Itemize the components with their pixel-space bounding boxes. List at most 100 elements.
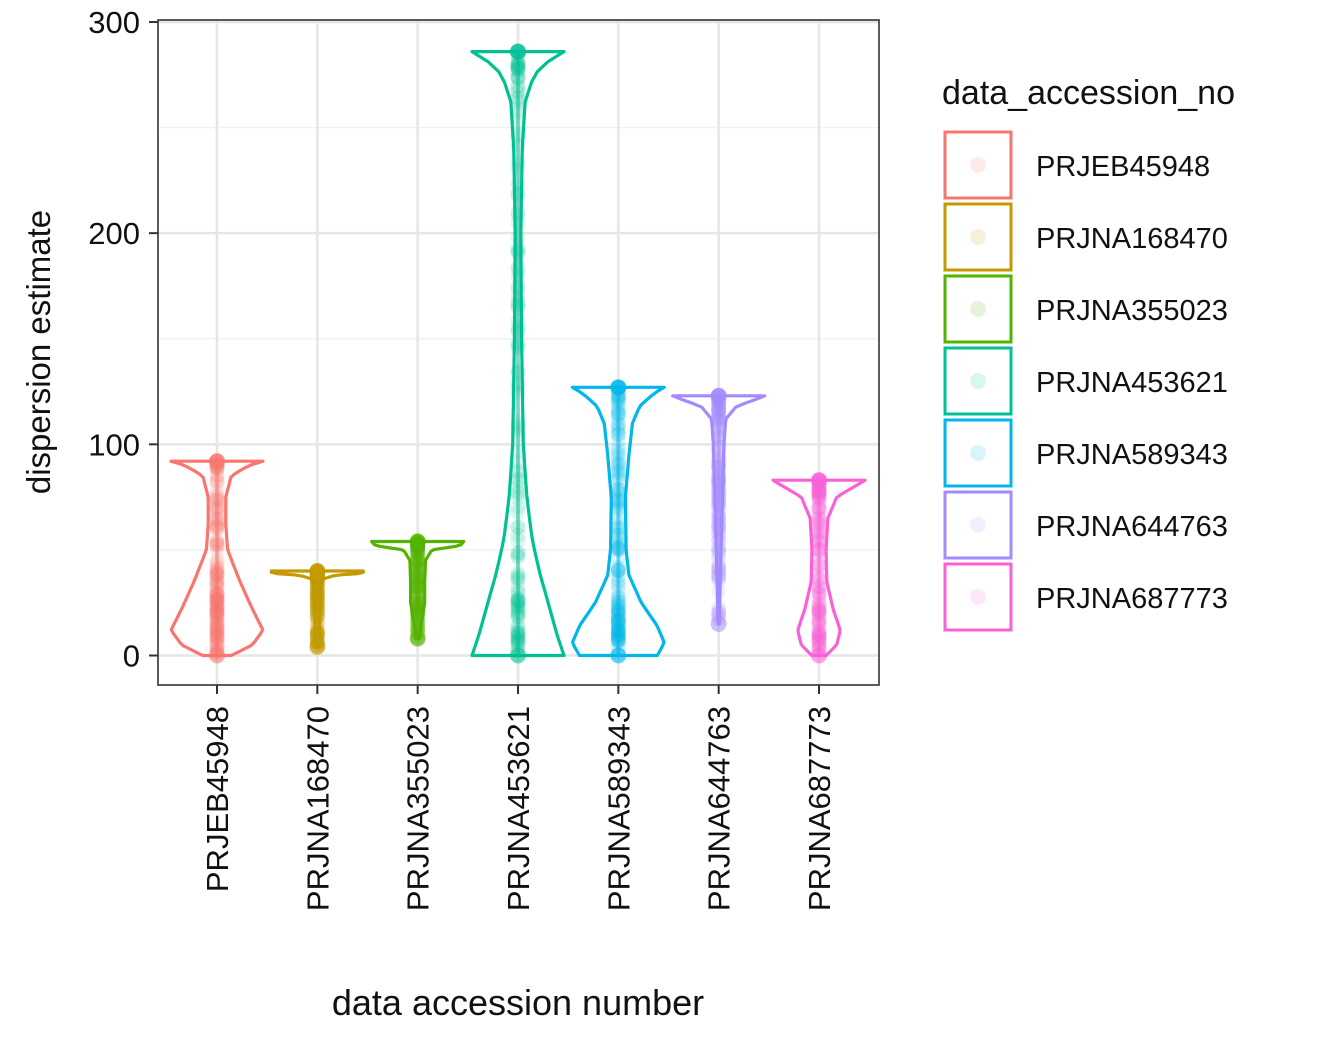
data-point — [711, 518, 727, 534]
data-point — [410, 593, 426, 609]
data-point — [811, 613, 827, 629]
data-point — [711, 405, 727, 421]
data-point — [610, 620, 626, 636]
data-point — [811, 565, 827, 581]
data-point — [510, 335, 526, 351]
data-point — [711, 514, 727, 530]
data-point — [711, 509, 727, 525]
data-point — [711, 511, 727, 527]
data-point — [209, 468, 225, 484]
data-point — [811, 626, 827, 642]
data-point — [209, 618, 225, 634]
data-point — [209, 631, 225, 646]
data-point — [410, 601, 426, 617]
max-point — [610, 379, 627, 396]
data-point — [410, 559, 426, 575]
data-point — [811, 577, 827, 593]
data-point — [209, 629, 225, 645]
points-PRJNA168470 — [309, 563, 326, 656]
data-point — [209, 604, 225, 620]
data-point — [711, 406, 727, 421]
data-point — [209, 589, 225, 605]
data-point — [711, 568, 727, 584]
data-point — [711, 553, 727, 569]
data-point — [711, 517, 727, 533]
points-PRJNA453621 — [510, 43, 526, 664]
data-point — [711, 508, 727, 524]
data-point — [610, 402, 626, 418]
data-point — [309, 582, 325, 598]
data-point — [711, 541, 727, 557]
data-point — [410, 571, 426, 587]
data-point — [711, 404, 727, 420]
data-point — [811, 630, 827, 646]
data-point — [410, 553, 426, 569]
max-point — [510, 43, 526, 60]
data-point — [711, 603, 727, 619]
data-point — [610, 620, 626, 636]
data-point — [610, 589, 626, 605]
data-point — [610, 519, 626, 535]
data-point — [410, 600, 426, 616]
data-point — [410, 595, 426, 611]
data-point — [811, 495, 827, 511]
data-point — [711, 480, 727, 496]
data-point — [309, 622, 325, 638]
data-point — [610, 623, 626, 639]
data-point — [209, 544, 225, 559]
data-point — [610, 591, 626, 607]
data-point — [209, 604, 225, 620]
data-point — [410, 546, 426, 562]
data-point — [811, 490, 827, 505]
data-point — [309, 626, 325, 642]
data-point — [309, 594, 325, 610]
data-point — [811, 519, 827, 535]
data-point — [510, 629, 526, 645]
data-point — [510, 176, 526, 192]
data-point — [309, 626, 325, 642]
data-point — [209, 592, 225, 608]
data-point — [610, 540, 626, 556]
data-point — [410, 599, 426, 615]
data-point — [811, 541, 827, 557]
data-point — [410, 550, 426, 566]
data-point — [711, 432, 727, 448]
data-point — [309, 587, 325, 603]
data-point — [610, 455, 626, 471]
data-point — [711, 422, 727, 438]
data-point — [811, 503, 827, 519]
data-point — [309, 575, 325, 591]
data-point — [309, 614, 325, 630]
data-point — [410, 573, 426, 589]
legend-key — [943, 130, 1013, 200]
data-point — [410, 562, 426, 578]
data-point — [510, 443, 526, 459]
data-point — [610, 484, 626, 499]
data-point — [510, 465, 526, 481]
data-point — [610, 631, 626, 647]
data-point — [309, 576, 325, 592]
data-point — [811, 527, 827, 543]
data-point — [811, 483, 827, 499]
data-point — [209, 600, 225, 616]
data-point — [410, 588, 426, 604]
data-point — [309, 575, 325, 590]
data-point — [510, 586, 526, 601]
data-point — [410, 555, 426, 571]
max-point — [710, 387, 727, 404]
data-point — [711, 492, 727, 508]
data-point — [410, 609, 426, 625]
data-point — [309, 626, 325, 642]
data-point — [209, 624, 225, 640]
legend-item-PRJEB45948: PRJEB45948 — [943, 130, 1210, 200]
data-point — [610, 416, 626, 432]
data-point — [510, 268, 526, 284]
data-point — [610, 494, 626, 510]
data-point — [711, 539, 727, 555]
data-point — [510, 85, 526, 101]
data-point — [610, 443, 626, 459]
data-point — [811, 623, 827, 639]
data-point — [711, 498, 727, 514]
data-point — [410, 553, 426, 569]
data-point — [209, 592, 225, 608]
